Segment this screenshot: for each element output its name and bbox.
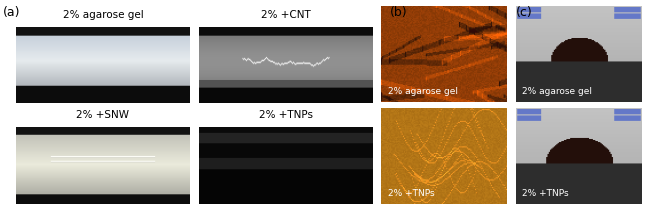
Text: 2% agarose gel: 2% agarose gel	[63, 10, 143, 20]
Text: 2% agarose gel: 2% agarose gel	[388, 87, 457, 96]
Text: (a): (a)	[3, 6, 21, 19]
Text: 2% agarose gel: 2% agarose gel	[522, 87, 592, 96]
Text: 2% +TNPs: 2% +TNPs	[259, 110, 313, 120]
Text: 2% +TNPs: 2% +TNPs	[522, 189, 569, 198]
Text: (b): (b)	[390, 6, 408, 19]
Text: 2% +SNW: 2% +SNW	[77, 110, 130, 120]
Text: 2% +CNT: 2% +CNT	[261, 10, 310, 20]
Text: (c): (c)	[516, 6, 533, 19]
Text: 2% +TNPs: 2% +TNPs	[388, 189, 434, 198]
